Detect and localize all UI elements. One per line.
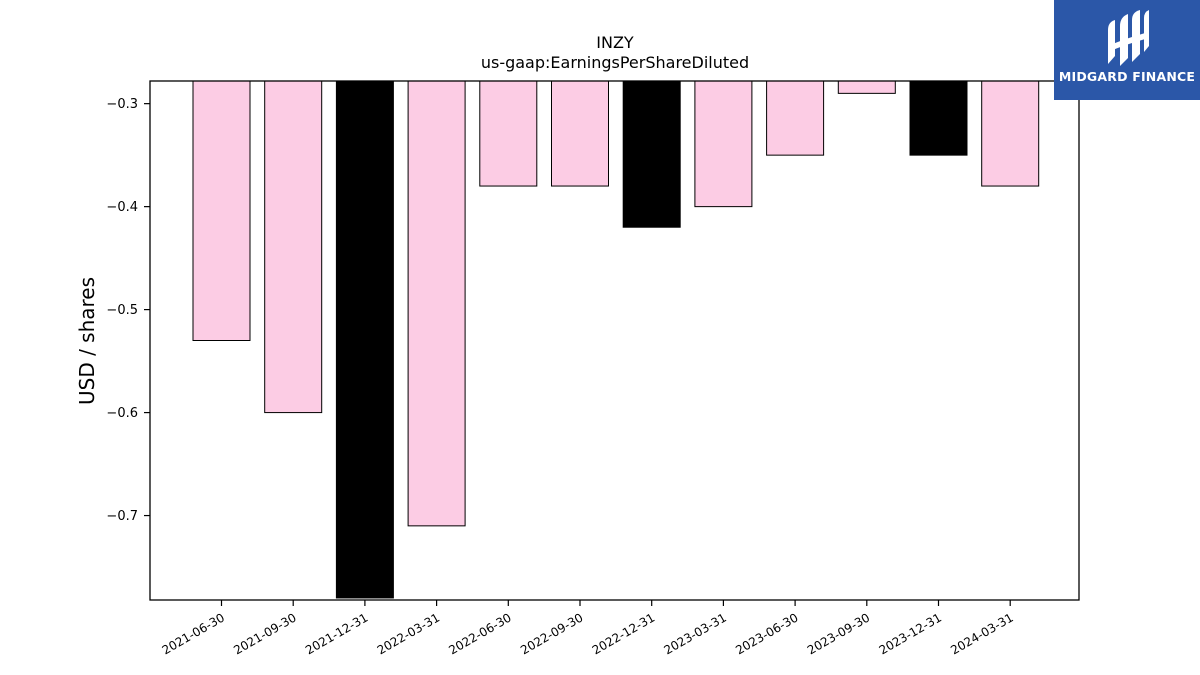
bar-2021-12-31 <box>335 80 394 599</box>
bar-2024-03-31 <box>981 80 1040 187</box>
brand-logo: MIDGARD FINANCE <box>1054 0 1200 100</box>
x-tick-label: 2022-03-31 <box>375 610 442 657</box>
x-tick-label: 2023-06-30 <box>733 610 800 657</box>
bar-2023-03-31 <box>694 80 753 208</box>
x-tick-label: 2022-12-31 <box>590 610 657 657</box>
bar-2021-09-30 <box>264 80 323 414</box>
x-tick-label: 2023-12-31 <box>877 610 944 657</box>
x-axis: 2021-06-30 2021-09-30 2021-12-31 2022-03-31… <box>160 600 1016 657</box>
y-tick-label: −0.5 <box>106 303 138 318</box>
bar-2023-06-30 <box>766 80 825 156</box>
chart-subtitle: us-gaap:EarningsPerShareDiluted <box>481 53 749 72</box>
bar-2022-12-31 <box>622 80 681 228</box>
x-tick-label: 2024-03-31 <box>948 610 1015 657</box>
y-tick-label: −0.4 <box>106 200 138 215</box>
y-axis-label: USD / shares <box>75 277 99 405</box>
bar-2021-06-30 <box>192 80 251 341</box>
x-tick-label: 2021-06-30 <box>160 610 227 657</box>
x-tick-label: 2021-12-31 <box>303 610 370 657</box>
x-tick-label: 2023-03-31 <box>661 610 728 657</box>
y-axis: −0.3 −0.4 −0.5 −0.6 −0.7 <box>106 97 150 524</box>
chart-title: INZY <box>596 33 634 52</box>
bar-2022-03-31 <box>407 80 466 527</box>
bar-2023-12-31 <box>909 80 968 156</box>
bar-2022-09-30 <box>551 80 609 187</box>
bars-group <box>192 80 1040 599</box>
midgard-logo-icon <box>1108 10 1149 66</box>
x-tick-label: 2022-09-30 <box>518 610 585 657</box>
y-tick-label: −0.6 <box>106 406 138 421</box>
bar-2023-09-30 <box>837 80 896 94</box>
plot-frame <box>149 80 1080 601</box>
brand-name: MIDGARD FINANCE <box>1058 69 1196 84</box>
x-tick-label: 2021-09-30 <box>231 610 298 657</box>
bar-2022-06-30 <box>479 80 538 187</box>
x-tick-label: 2023-09-30 <box>805 610 872 657</box>
x-tick-label: 2022-06-30 <box>446 610 513 657</box>
y-tick-label: −0.3 <box>106 97 138 112</box>
y-tick-label: −0.7 <box>106 509 138 524</box>
